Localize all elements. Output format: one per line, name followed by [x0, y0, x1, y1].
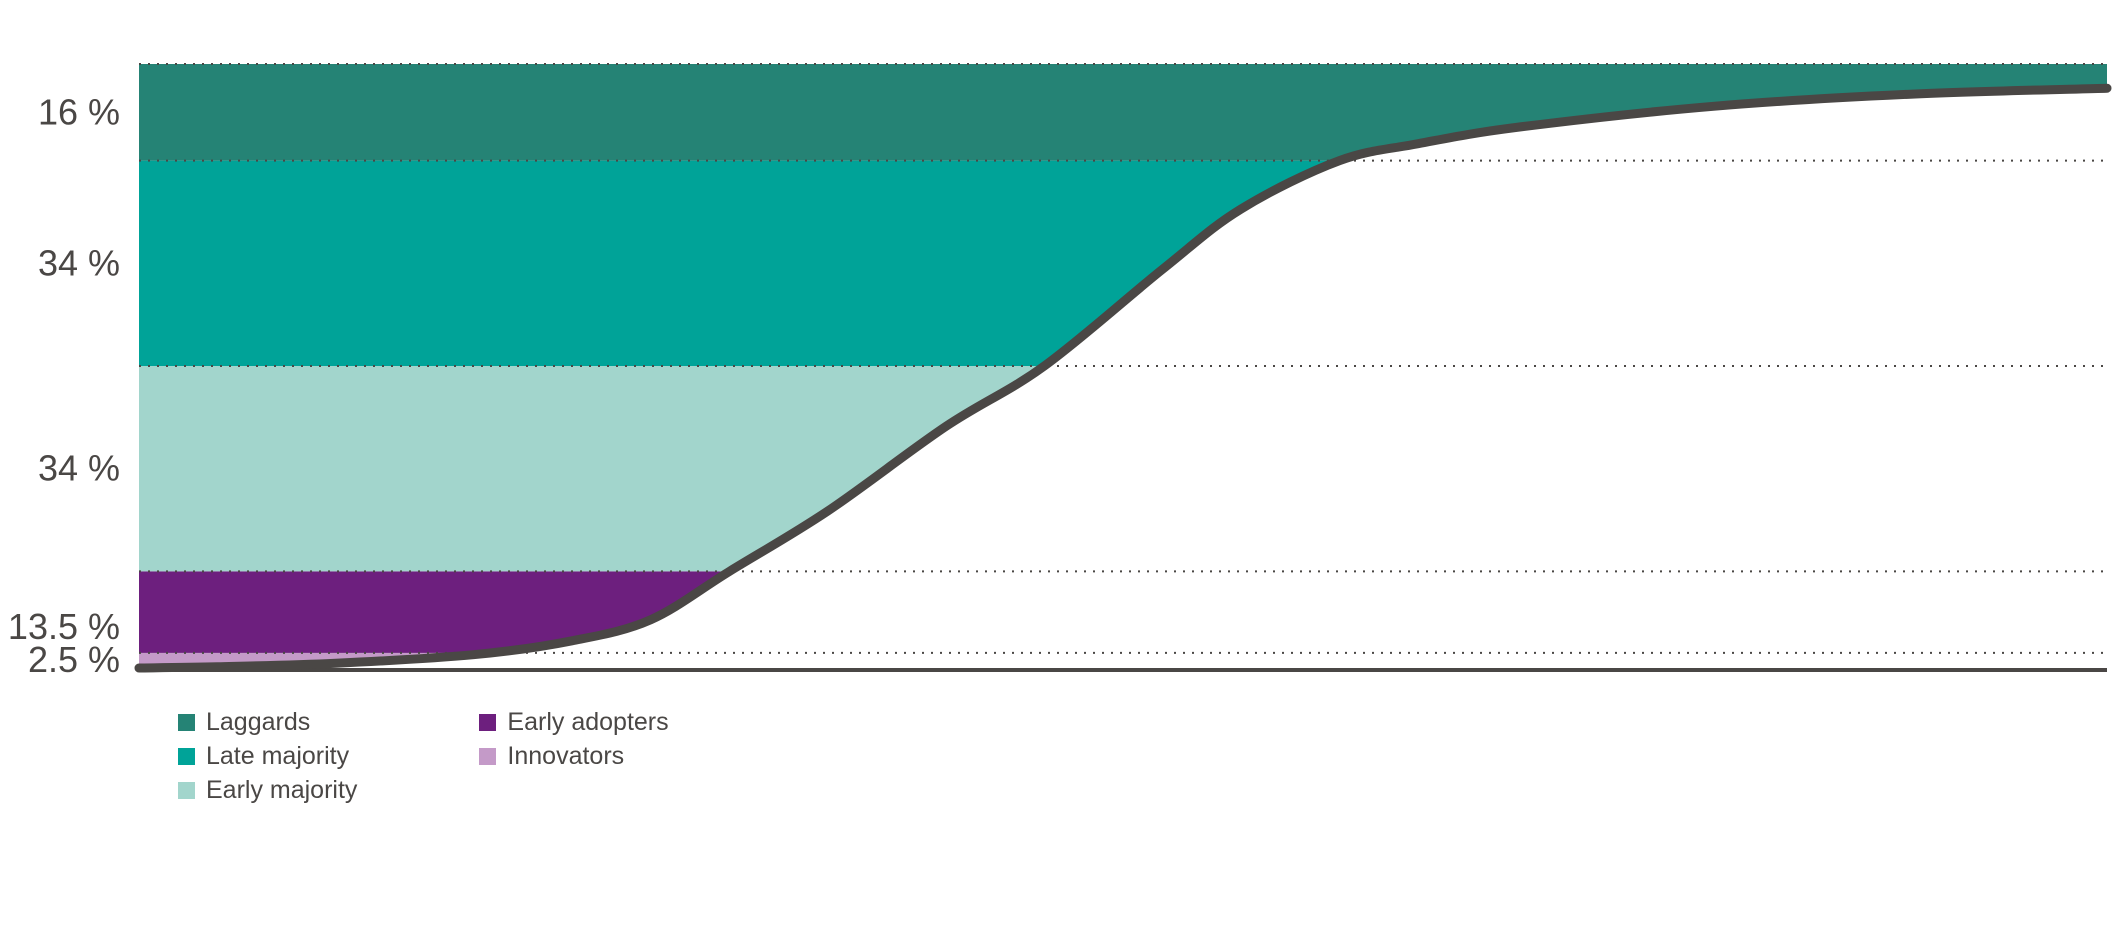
legend-item-late-majority: Late majority	[178, 741, 357, 770]
legend-swatch-laggards	[178, 713, 195, 731]
legend-label-laggards: Laggards	[206, 707, 311, 736]
y-tick-label-late-majority: 34 %	[38, 242, 120, 283]
band-early-majority	[139, 366, 2107, 572]
legend-column-2: Early adopters Innovators	[479, 707, 669, 803]
legend-column-1: Laggards Late majority Early majority	[178, 707, 358, 804]
legend-label-innovators: Innovators	[507, 741, 625, 770]
y-tick-label-early-adopters: 13.5 %	[8, 606, 120, 647]
curve-layer	[134, 83, 2112, 673]
legend-swatch-early-majority	[178, 781, 195, 799]
band-layer	[139, 64, 2107, 668]
y-tick-label-layer: 2.5 %13.5 % 34 % 34 % 16 %	[8, 91, 120, 680]
adoption-curve-line	[134, 83, 2112, 673]
y-tick-label-early-majority: 34 %	[38, 448, 120, 489]
legend: Laggards Late majority Early majority Ea…	[178, 707, 669, 804]
legend-label-early-majority: Early majority	[206, 775, 358, 804]
band-early-adopters	[139, 571, 2107, 653]
legend-item-laggards: Laggards	[178, 707, 357, 736]
legend-label-early-adopters: Early adopters	[507, 707, 669, 736]
legend-item-early-adopters: Early adopters	[479, 707, 669, 736]
band-late-majority	[139, 160, 2107, 366]
legend-item-innovators: Innovators	[479, 741, 668, 770]
band-laggards	[139, 64, 2107, 161]
legend-swatch-innovators	[479, 747, 497, 765]
y-tick-label-laggards: 16 %	[38, 91, 120, 132]
legend-swatch-late-majority	[178, 747, 195, 765]
legend-item-early-majority: Early majority	[178, 775, 358, 804]
legend-label-late-majority: Late majority	[206, 741, 350, 770]
y-tick-label-innovators: 2.5 %	[28, 639, 120, 680]
legend-swatch-early-adopters	[479, 713, 497, 731]
